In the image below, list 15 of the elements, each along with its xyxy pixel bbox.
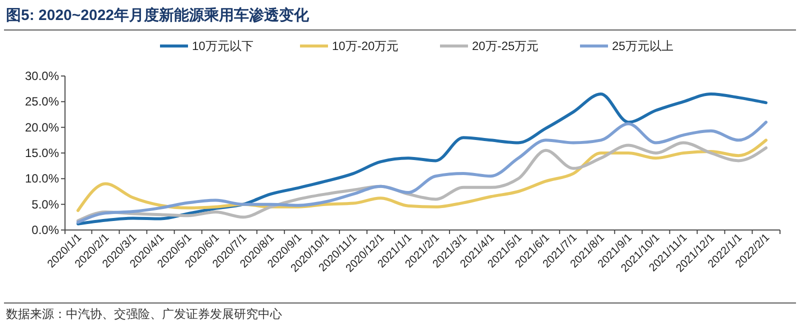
legend-label: 20万-25万元 xyxy=(472,39,539,53)
line-series xyxy=(76,92,768,226)
y-tick-label: 0.0% xyxy=(32,223,60,237)
y-tick-label: 5.0% xyxy=(32,197,60,212)
legend-label: 10万元以下 xyxy=(192,39,254,53)
y-tick-label: 25.0% xyxy=(24,94,60,109)
y-tick-label: 20.0% xyxy=(24,120,60,134)
legend-label: 25万元以上 xyxy=(612,39,674,53)
chart-title: 图5: 2020~2022年月度新能源乘用车渗透变化 xyxy=(6,6,310,24)
y-tick-label: 15.0% xyxy=(24,146,60,160)
source-note: 数据来源：中汽协、交强险、广发证券发展研究中心 xyxy=(6,307,282,321)
y-tick-label: 30.0% xyxy=(24,69,60,83)
line-series xyxy=(76,120,768,224)
legend-label: 10万-20万元 xyxy=(332,39,399,53)
y-tick-label: 10.0% xyxy=(24,172,60,186)
